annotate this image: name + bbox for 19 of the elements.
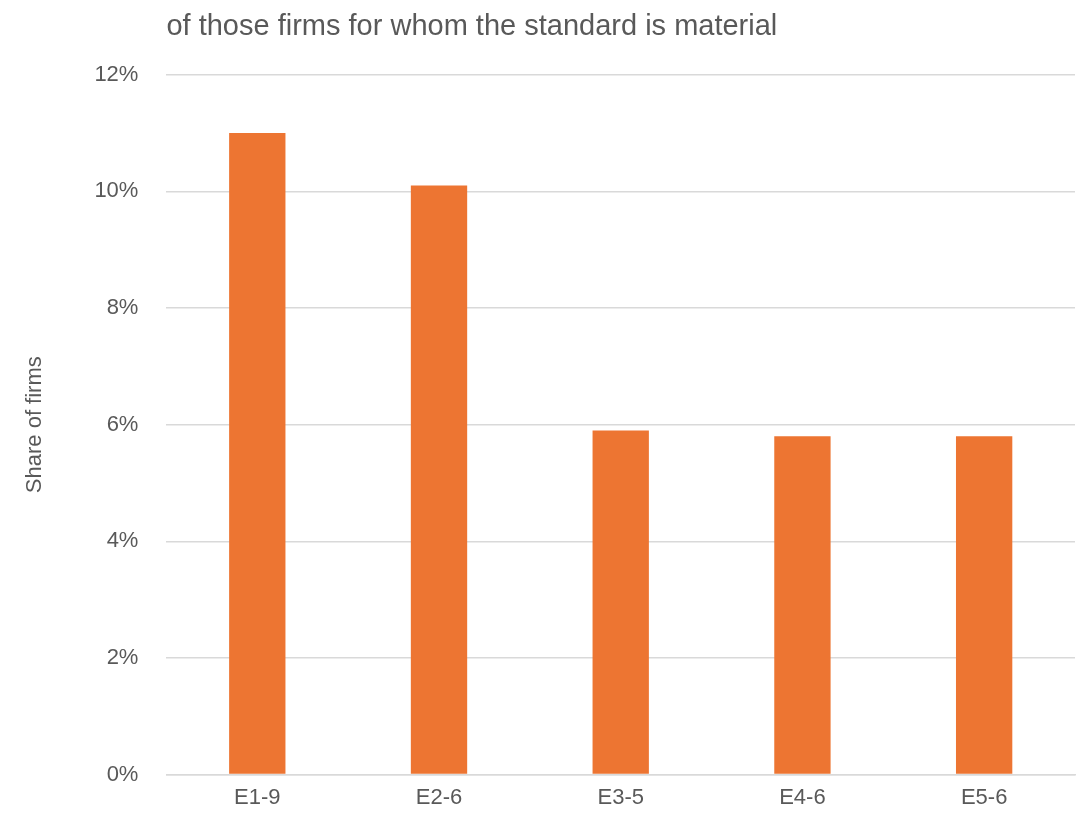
bar: [229, 133, 286, 774]
y-tick-label: 2%: [106, 644, 139, 670]
bar: [774, 436, 831, 774]
y-tick-label: 4%: [106, 527, 139, 553]
y-tick-label: 10%: [94, 177, 139, 203]
y-tick-label: 12%: [94, 60, 139, 86]
bar: [592, 430, 649, 774]
bar: [410, 185, 468, 774]
y-tick-label: 0%: [106, 760, 139, 786]
x-tick-label: E3-5: [597, 783, 644, 809]
y-tick-label: 8%: [106, 294, 139, 320]
x-tick-label: E2-6: [415, 783, 463, 809]
y-axis-title: Share of firms: [21, 356, 47, 494]
y-tick-label: 6%: [106, 410, 139, 436]
x-tick-label: E4-6: [779, 783, 826, 809]
chart-title: of those firms for whom the standard is material: [166, 9, 778, 42]
x-tick-label: E1-9: [234, 783, 281, 809]
bar: [955, 436, 1013, 774]
x-tick-label: E5-6: [960, 783, 1008, 809]
